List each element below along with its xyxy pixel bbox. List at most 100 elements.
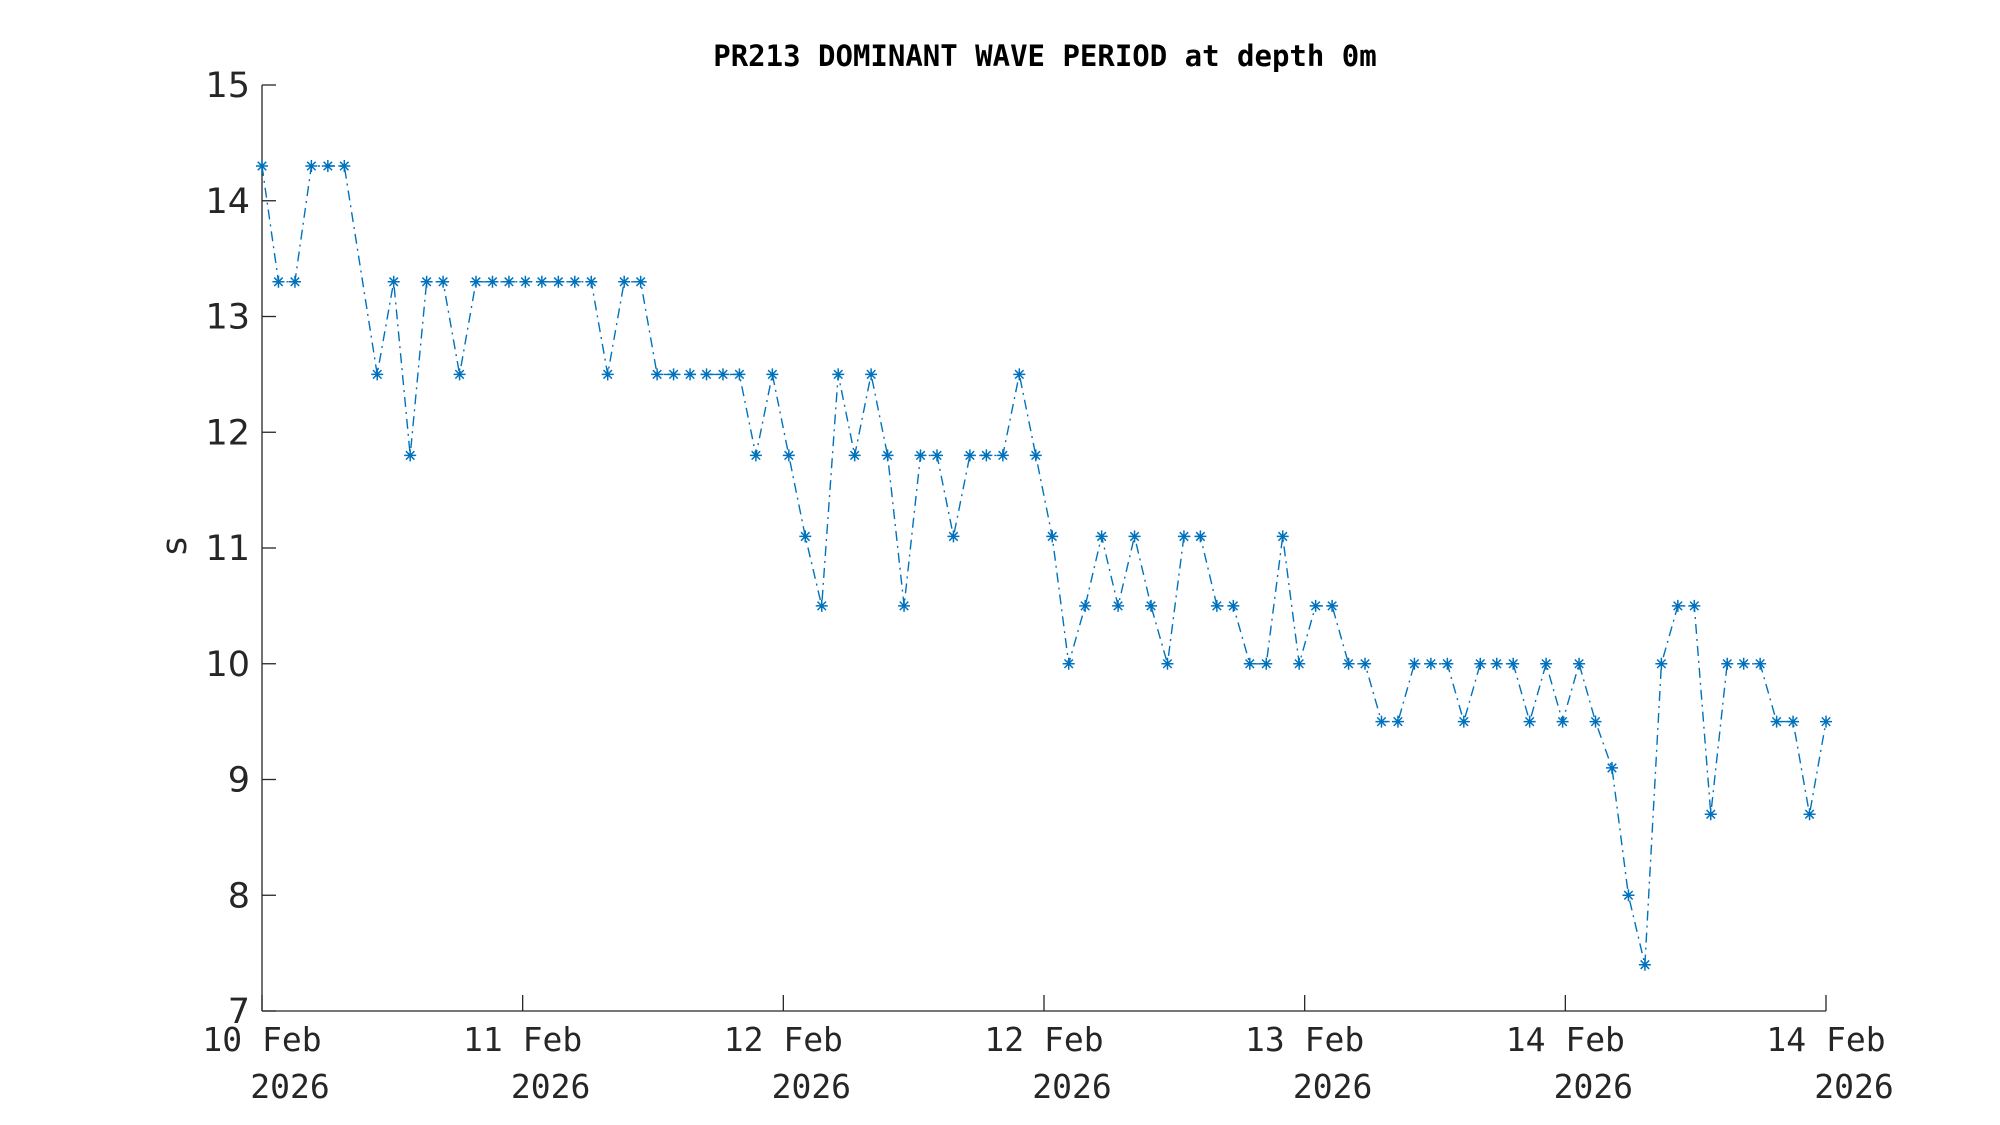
x-ticks: 10 Feb 2026 11 Feb 2026 12 Feb 2026 12 Feb 2026…: [202, 995, 1894, 1106]
data-point: [1474, 657, 1487, 670]
data-point: [404, 449, 417, 462]
data-point: [387, 275, 400, 288]
data-point: [1046, 530, 1059, 543]
data-point: [256, 160, 268, 173]
data-point: [1194, 530, 1207, 543]
x-tick-label-year: 2026: [1032, 1067, 1111, 1106]
x-tick-label-year: 2026: [250, 1067, 329, 1106]
data-point: [1062, 657, 1075, 670]
data-point: [1671, 599, 1684, 612]
y-tick-label: 11: [205, 529, 250, 569]
data-point: [684, 368, 697, 381]
data-point: [667, 368, 680, 381]
data-point: [914, 449, 927, 462]
y-tick-label: 15: [205, 66, 250, 106]
data-point: [716, 368, 729, 381]
data-point: [898, 599, 911, 612]
data-point: [1359, 657, 1372, 670]
data-point: [1441, 657, 1454, 670]
y-tick-label: 12: [205, 413, 250, 453]
data-point: [437, 275, 450, 288]
data-point: [1013, 368, 1026, 381]
data-point: [980, 449, 993, 462]
data-point: [1573, 657, 1586, 670]
data-point: [1293, 657, 1306, 670]
data-point: [1112, 599, 1125, 612]
data-point: [1540, 657, 1553, 670]
data-point: [1309, 599, 1322, 612]
data-point: [552, 275, 565, 288]
data-point: [601, 368, 614, 381]
y-tick-label: 9: [228, 761, 250, 801]
data-point: [1161, 657, 1174, 670]
data-point: [1227, 599, 1240, 612]
data-point: [1655, 657, 1668, 670]
y-ticks: 7 8 9 10 11 12 13 14 15: [205, 66, 276, 1032]
data-point: [865, 368, 878, 381]
data-point: [996, 449, 1009, 462]
data-point: [1145, 599, 1158, 612]
chart-title: PR213 DOMINANT WAVE PERIOD at depth 0m: [713, 39, 1376, 73]
x-tick-label-year: 2026: [1814, 1067, 1893, 1106]
x-tick-label-date: 11 Feb: [463, 1020, 582, 1059]
data-point: [634, 275, 647, 288]
x-tick-label-date: 10 Feb: [202, 1020, 321, 1059]
series-wave-period: [256, 160, 1832, 971]
data-point: [930, 449, 943, 462]
x-tick-label-date: 12 Feb: [724, 1020, 843, 1059]
data-point: [1770, 715, 1783, 728]
data-point: [470, 275, 483, 288]
data-point: [799, 530, 812, 543]
y-tick-label: 10: [205, 645, 250, 685]
data-point: [1177, 530, 1190, 543]
data-point: [1605, 761, 1618, 774]
data-point: [1375, 715, 1388, 728]
axes: [261, 85, 1826, 1012]
data-point: [1029, 449, 1042, 462]
data-point: [1803, 808, 1816, 821]
data-point: [1754, 657, 1767, 670]
data-point: [1210, 599, 1223, 612]
x-tick-label-year: 2026: [511, 1067, 590, 1106]
data-point: [881, 449, 894, 462]
data-point: [1243, 657, 1256, 670]
data-point: [420, 275, 433, 288]
data-point: [585, 275, 598, 288]
data-point: [733, 368, 746, 381]
data-point: [272, 275, 285, 288]
data-point: [1820, 715, 1832, 728]
y-axis-label: s: [155, 537, 195, 555]
data-point: [618, 275, 631, 288]
data-point: [700, 368, 713, 381]
data-point: [1704, 808, 1717, 821]
data-point: [1391, 715, 1404, 728]
data-point: [1276, 530, 1289, 543]
data-point: [749, 449, 762, 462]
data-point: [1457, 715, 1470, 728]
y-tick-label: 8: [228, 876, 250, 916]
x-tick-label-date: 13 Feb: [1245, 1020, 1364, 1059]
data-point: [1326, 599, 1339, 612]
x-tick-label-year: 2026: [1554, 1067, 1633, 1106]
data-point: [1721, 657, 1734, 670]
data-point: [1260, 657, 1273, 670]
y-tick-label: 14: [205, 182, 250, 222]
data-point: [486, 275, 499, 288]
data-point: [1622, 889, 1635, 902]
data-point: [1095, 530, 1108, 543]
data-point: [963, 449, 976, 462]
data-point: [1638, 958, 1651, 971]
x-tick-label-year: 2026: [772, 1067, 851, 1106]
data-point: [1342, 657, 1355, 670]
data-point: [305, 160, 318, 173]
data-point: [1523, 715, 1536, 728]
data-point: [371, 368, 384, 381]
data-point: [848, 449, 861, 462]
data-point: [288, 275, 301, 288]
data-point: [321, 160, 334, 173]
data-point: [1079, 599, 1092, 612]
data-point: [502, 275, 515, 288]
data-point: [1408, 657, 1421, 670]
data-point: [1737, 657, 1750, 670]
